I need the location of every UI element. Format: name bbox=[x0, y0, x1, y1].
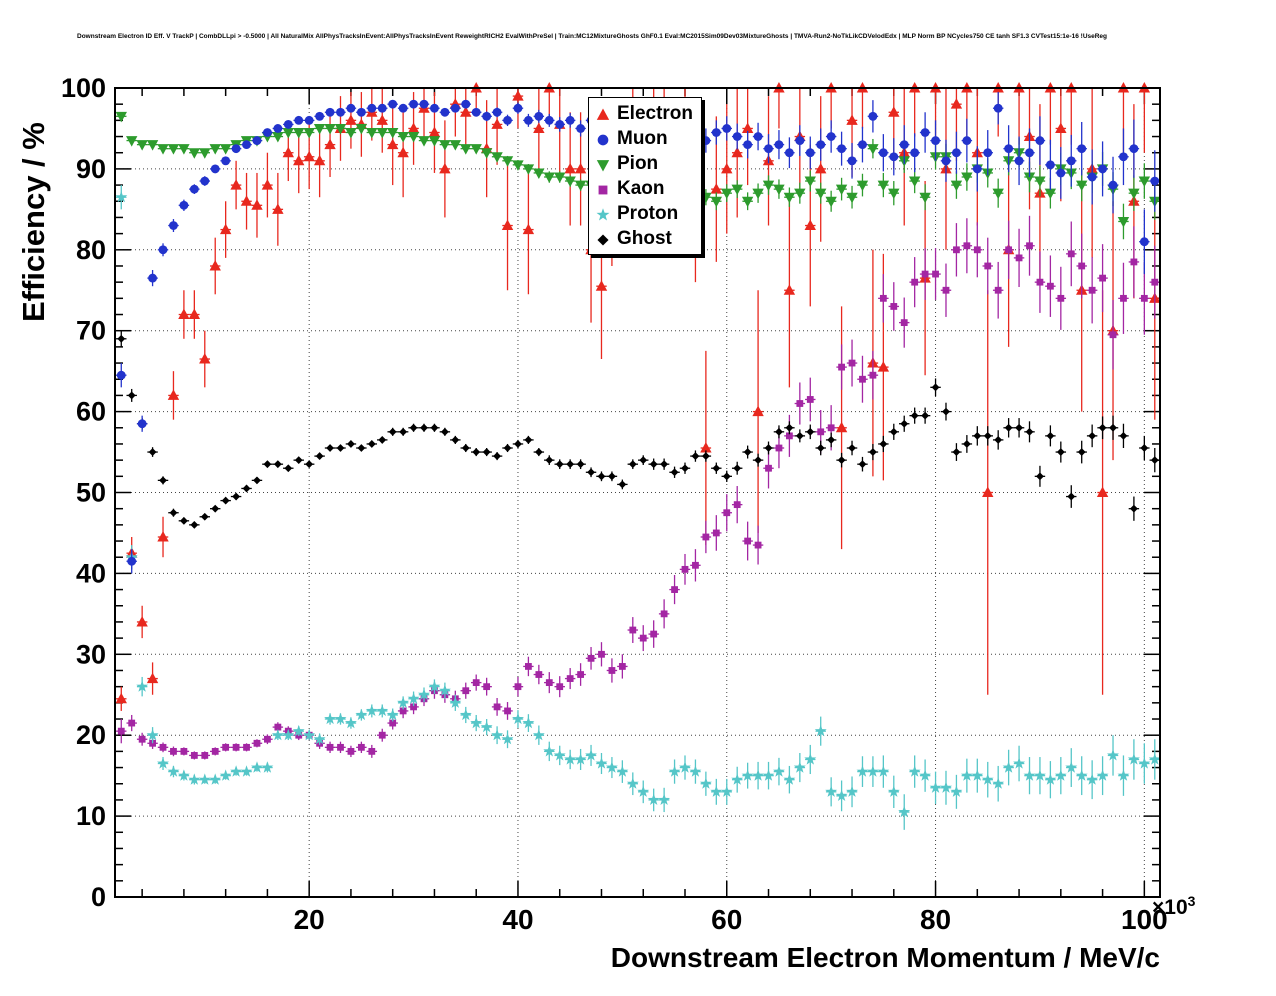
legend-label: Ghost bbox=[617, 227, 672, 249]
x-tick-labels: 20 40 60 80 100 bbox=[294, 904, 1168, 935]
legend-item-ghost: Ghost bbox=[593, 226, 693, 251]
svg-text:70: 70 bbox=[76, 316, 106, 346]
svg-text:80: 80 bbox=[920, 904, 951, 935]
legend: Electron Muon Pion Kaon Proton Ghost bbox=[588, 97, 703, 255]
y-tick-labels: 0 10 20 30 40 50 60 70 80 90 100 bbox=[61, 73, 106, 912]
svg-text:20: 20 bbox=[294, 904, 325, 935]
x-axis-title: Downstream Electron Momentum / MeV/c bbox=[610, 942, 1160, 973]
diamond-marker-icon bbox=[597, 233, 609, 246]
legend-item-electron: Electron bbox=[593, 101, 693, 126]
square-marker-icon bbox=[598, 185, 608, 194]
svg-text:20: 20 bbox=[76, 720, 106, 750]
series-proton bbox=[115, 185, 1161, 830]
legend-label: Pion bbox=[617, 152, 659, 174]
plot-frame bbox=[114, 87, 1161, 898]
legend-label: Electron bbox=[617, 102, 694, 124]
svg-text:50: 50 bbox=[76, 478, 106, 508]
triangle-up-marker-icon bbox=[596, 108, 610, 120]
plot-title: Downstream Electron ID Eff. V TrackP | C… bbox=[77, 33, 1108, 40]
svg-text:100: 100 bbox=[1121, 904, 1168, 935]
multiplier-base: ×10 bbox=[1152, 896, 1188, 919]
legend-item-muon: Muon bbox=[593, 126, 693, 151]
y-axis-title: Efficiency / % bbox=[16, 122, 51, 322]
series-ghost bbox=[116, 330, 1160, 529]
svg-text:40: 40 bbox=[502, 904, 533, 935]
svg-text:10: 10 bbox=[76, 801, 106, 831]
svg-text:80: 80 bbox=[76, 235, 106, 265]
svg-text:60: 60 bbox=[76, 397, 106, 427]
legend-label: Muon bbox=[617, 127, 668, 149]
triangle-down-marker-icon bbox=[596, 159, 610, 171]
legend-item-proton: Proton bbox=[593, 201, 693, 226]
svg-text:100: 100 bbox=[61, 73, 106, 103]
legend-label: Kaon bbox=[617, 177, 665, 199]
legend-label: Proton bbox=[617, 202, 679, 224]
legend-item-kaon: Kaon bbox=[593, 176, 693, 201]
x-axis-multiplier: ×103 bbox=[1152, 893, 1195, 920]
svg-text:60: 60 bbox=[711, 904, 742, 935]
legend-item-pion: Pion bbox=[593, 151, 693, 176]
circle-marker-icon bbox=[597, 134, 609, 145]
star-marker-icon bbox=[596, 207, 610, 220]
svg-text:90: 90 bbox=[76, 154, 106, 184]
svg-text:0: 0 bbox=[91, 882, 106, 912]
svg-text:30: 30 bbox=[76, 639, 106, 669]
svg-text:40: 40 bbox=[76, 558, 106, 588]
multiplier-exponent: 3 bbox=[1187, 893, 1196, 909]
series-kaon bbox=[116, 215, 1160, 760]
